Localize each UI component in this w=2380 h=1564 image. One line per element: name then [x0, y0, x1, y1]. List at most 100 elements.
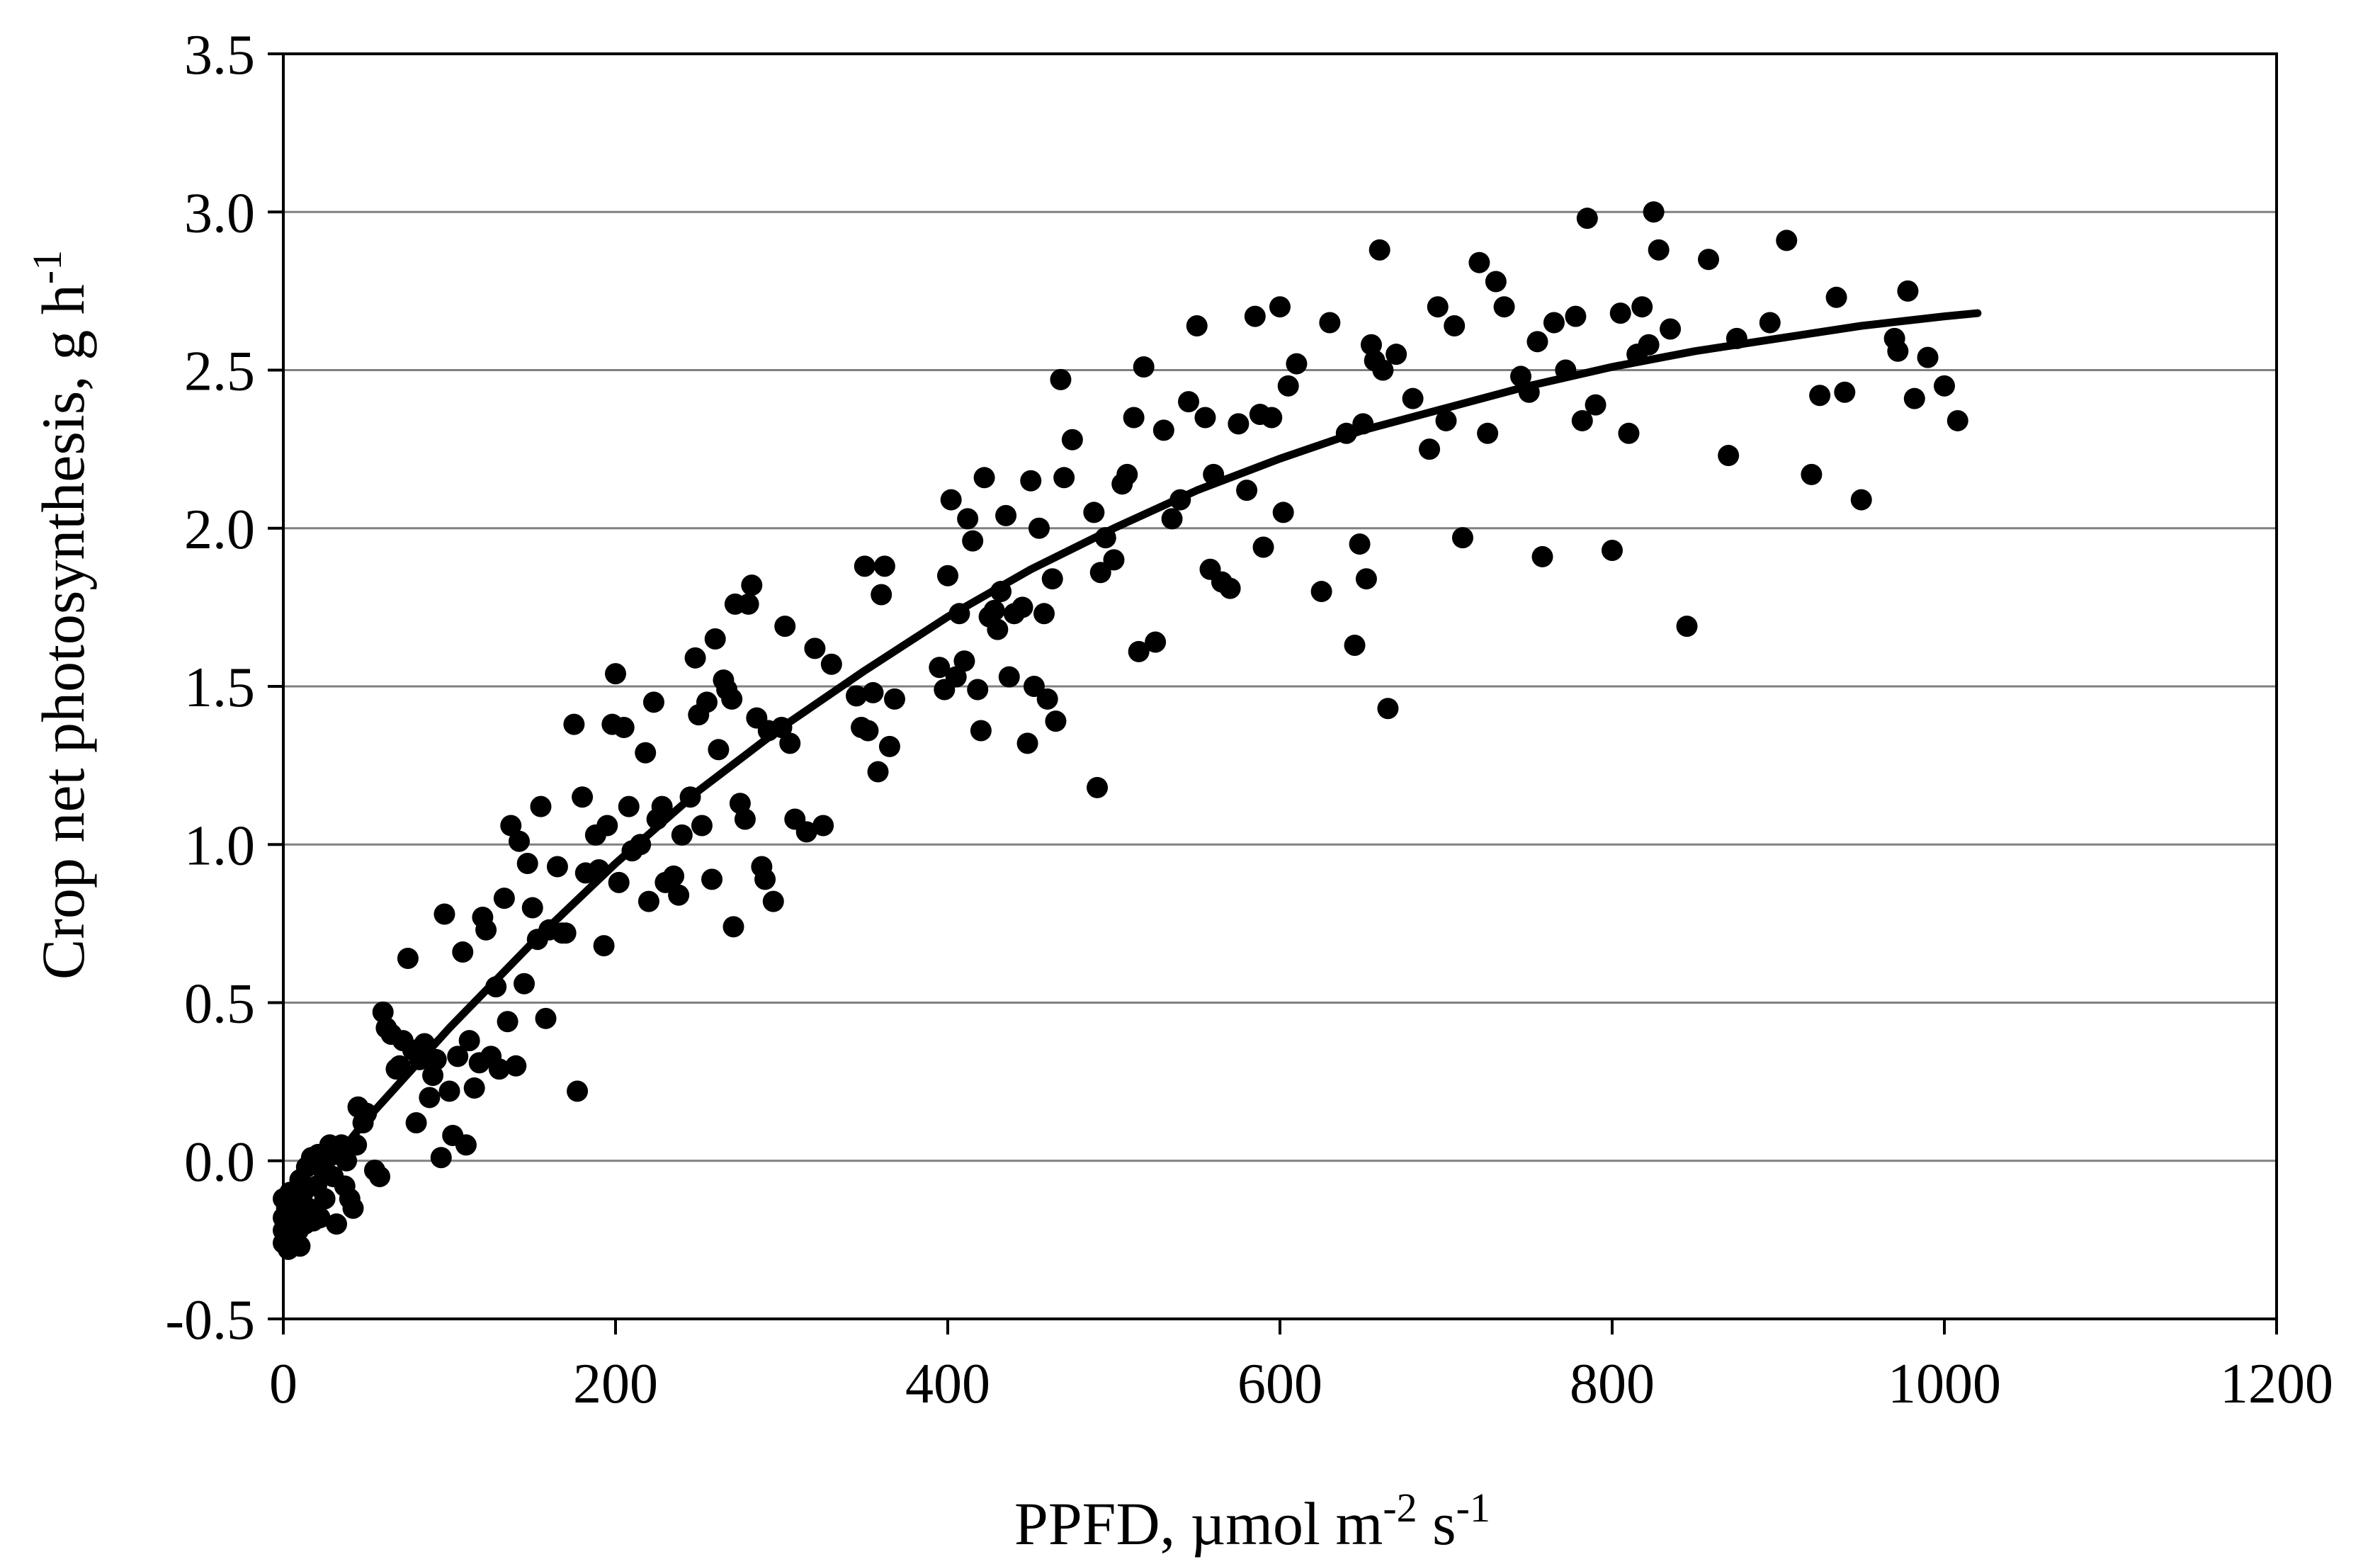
data-point — [1161, 508, 1183, 530]
data-point — [1236, 480, 1258, 502]
data-point — [846, 685, 868, 707]
data-point — [309, 1207, 331, 1229]
data-point — [369, 1166, 391, 1188]
data-point — [1934, 375, 1955, 397]
data-point — [862, 681, 884, 703]
data-point — [1219, 577, 1241, 599]
data-point — [721, 688, 743, 710]
data-point — [505, 1055, 527, 1077]
data-point — [1360, 334, 1382, 356]
data-point — [1344, 634, 1366, 656]
data-point — [1252, 536, 1274, 558]
data-point — [1618, 422, 1640, 444]
data-point — [1272, 502, 1294, 523]
data-point — [1036, 688, 1058, 710]
x-axis-title-sup1: -2 — [1383, 1485, 1417, 1531]
data-point — [508, 830, 530, 852]
data-point — [1576, 208, 1598, 230]
data-point — [613, 717, 635, 739]
data-point — [867, 761, 889, 783]
data-point — [795, 821, 817, 843]
data-point — [995, 504, 1017, 526]
x-tick-label: 1200 — [2220, 1353, 2333, 1415]
y-axis-title: Crop net photosynthesis, g h-1 — [24, 250, 98, 980]
data-point — [663, 865, 685, 887]
data-point — [593, 935, 615, 957]
data-point — [497, 1011, 518, 1033]
data-point — [940, 489, 962, 511]
data-point — [1571, 409, 1593, 431]
y-tick-label: 2.0 — [184, 499, 255, 561]
data-point — [871, 584, 892, 606]
data-point — [458, 1030, 480, 1052]
data-point — [668, 884, 690, 906]
axes — [282, 52, 2278, 1320]
data-point — [488, 1058, 510, 1080]
data-point — [1638, 334, 1660, 356]
data-point — [397, 947, 419, 969]
data-point — [434, 903, 455, 925]
data-point — [1850, 489, 1872, 511]
data-point — [883, 688, 905, 710]
data-point — [1123, 407, 1145, 429]
data-point — [1033, 603, 1055, 625]
data-point — [405, 1112, 427, 1134]
y-axis-title-sup: -1 — [24, 250, 70, 284]
data-point — [1178, 391, 1200, 413]
data-point — [704, 628, 726, 650]
data-point — [691, 815, 713, 837]
data-point — [696, 691, 718, 713]
data-point — [1244, 305, 1266, 327]
data-point — [1444, 314, 1466, 336]
data-point — [514, 973, 536, 994]
data-point — [326, 1213, 348, 1235]
x-tick-label: 400 — [905, 1353, 990, 1415]
data-point — [1451, 527, 1473, 549]
gridlines — [283, 210, 2277, 1162]
data-point — [1028, 517, 1050, 539]
data-point — [455, 1134, 477, 1156]
x-tick-label: 600 — [1237, 1353, 1322, 1415]
data-point — [1012, 596, 1033, 618]
data-point — [820, 653, 842, 675]
data-point — [314, 1188, 336, 1210]
data-point — [1718, 445, 1740, 467]
data-point — [671, 824, 693, 846]
data-point — [516, 853, 538, 875]
data-point — [1602, 540, 1623, 562]
plot-frame — [282, 52, 2278, 1320]
x-axis-title-sup2: -1 — [1456, 1485, 1490, 1531]
data-point — [774, 616, 796, 638]
data-point — [651, 795, 673, 817]
data-point — [1286, 353, 1308, 375]
data-point — [1016, 732, 1038, 754]
data-point — [1759, 312, 1781, 334]
data-point — [430, 1147, 452, 1169]
data-point — [1903, 387, 1925, 409]
data-point — [1917, 346, 1939, 368]
data-point — [967, 679, 989, 701]
data-point — [1349, 533, 1371, 555]
data-point — [1087, 776, 1109, 798]
data-point — [878, 735, 900, 757]
data-point — [779, 732, 801, 754]
x-tick-label: 0 — [269, 1353, 298, 1415]
data-point — [535, 1007, 557, 1029]
axis-ticks — [268, 52, 2278, 1334]
data-point — [605, 663, 626, 685]
data-point — [708, 739, 730, 761]
data-point — [970, 720, 992, 742]
data-point — [1834, 381, 1856, 403]
data-point — [1041, 568, 1063, 590]
data-point — [1402, 387, 1424, 409]
data-point — [1377, 698, 1399, 720]
x-axis-title: PPFD, µmol m-2 s-1 — [1014, 1485, 1490, 1558]
data-point — [1609, 302, 1631, 324]
data-point — [642, 691, 664, 713]
data-point — [1676, 616, 1698, 638]
data-point — [1261, 407, 1283, 429]
data-point — [937, 565, 958, 586]
data-point — [929, 657, 951, 679]
data-point — [638, 890, 659, 912]
